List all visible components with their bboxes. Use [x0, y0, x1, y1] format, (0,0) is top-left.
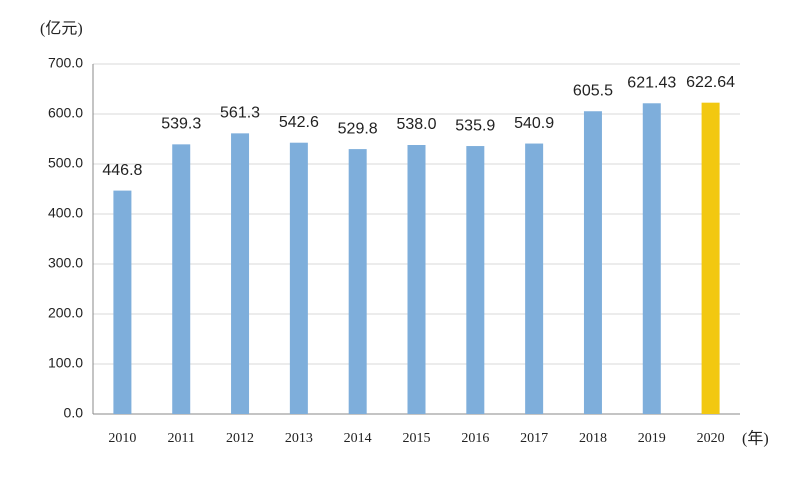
bar	[348, 149, 367, 414]
y-tick-label: 0.0	[64, 405, 84, 421]
y-axis-label: (亿元)	[40, 20, 83, 38]
x-tick-label: 2012	[226, 431, 254, 446]
y-tick-label: 200.0	[48, 305, 83, 321]
bar	[231, 133, 250, 414]
bar	[583, 111, 602, 414]
y-tick-label: 400.0	[48, 205, 83, 221]
bar	[113, 190, 132, 414]
bar	[642, 103, 661, 414]
bar	[407, 145, 426, 414]
bar	[289, 142, 308, 414]
y-tick-label: 100.0	[48, 355, 83, 371]
y-tick-label: 700.0	[48, 55, 83, 71]
x-tick-label: 2016	[461, 431, 489, 446]
data-label: 539.3	[161, 116, 201, 133]
x-tick-label: 2017	[520, 431, 548, 446]
data-label: 542.6	[279, 114, 319, 131]
x-tick-label: 2019	[638, 431, 666, 446]
x-tick-label: 2014	[344, 431, 372, 446]
x-tick-label: 2020	[697, 431, 725, 446]
y-tick-label: 600.0	[48, 105, 83, 121]
x-tick-label: 2015	[403, 431, 431, 446]
data-label: 621.43	[627, 75, 676, 92]
data-label: 446.8	[102, 162, 142, 179]
data-label: 535.9	[455, 117, 495, 134]
x-tick-label: 2011	[167, 431, 194, 446]
x-tick-label: 2013	[285, 431, 313, 446]
y-tick-label: 300.0	[48, 255, 83, 271]
x-axis-label: (年)	[742, 430, 769, 448]
bar	[701, 102, 720, 415]
bar	[525, 143, 544, 415]
data-label: 538.0	[396, 116, 436, 133]
bar	[172, 144, 191, 414]
data-label: 529.8	[338, 120, 378, 137]
y-tick-label: 500.0	[48, 155, 83, 171]
data-label: 540.9	[514, 115, 554, 132]
data-label: 605.5	[573, 82, 613, 99]
bar	[466, 146, 485, 415]
x-tick-label: 2018	[579, 431, 607, 446]
x-tick-label: 2010	[108, 431, 136, 446]
data-label: 622.64	[686, 74, 735, 91]
data-label: 561.3	[220, 105, 260, 122]
